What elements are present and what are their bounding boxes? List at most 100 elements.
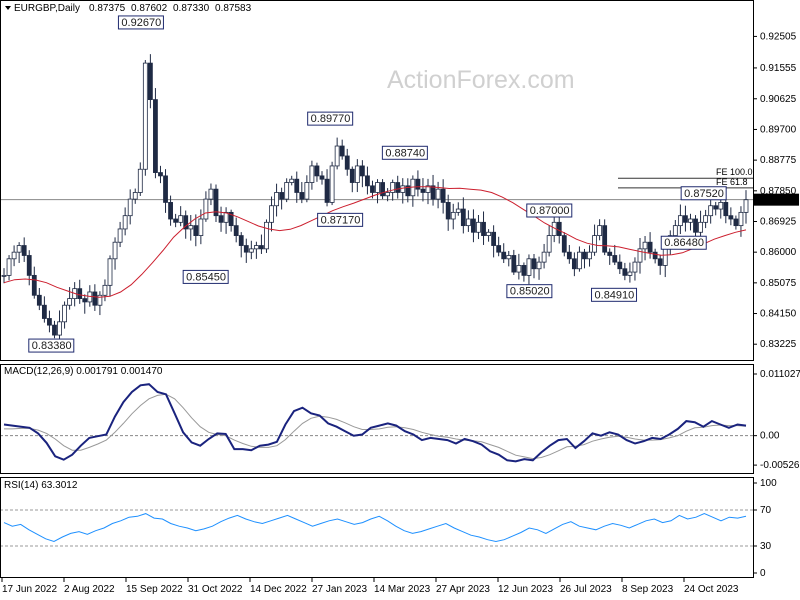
price-candle-body <box>546 235 552 253</box>
price-candle-body <box>203 198 209 220</box>
rsi-panel-frame <box>0 477 754 578</box>
price-candle-body <box>486 231 491 236</box>
price-candle-body <box>132 192 138 200</box>
price-annotation-label: 0.85450 <box>186 271 226 283</box>
price-candle-body <box>238 235 244 246</box>
price-candle-body <box>612 255 618 263</box>
price-candle-body <box>476 221 481 233</box>
price-candle-body <box>385 192 391 197</box>
price-candle-body <box>455 208 461 213</box>
price-candle-body <box>718 202 724 210</box>
date-tick-label: 8 Sep 2023 <box>622 584 674 595</box>
price-candle-body <box>223 211 229 223</box>
macd-tick-label: -0.005267 <box>760 460 800 471</box>
price-candle-body <box>6 258 12 276</box>
price-candle-body <box>531 258 537 270</box>
date-tick-label: 27 Apr 2023 <box>436 584 490 595</box>
price-candle-body <box>117 228 123 243</box>
price-candle-body <box>269 205 274 223</box>
price-candle-body <box>592 235 597 253</box>
chart-title-group: EURGBP,Daily 0.87375 0.87602 0.87330 0.8… <box>5 3 252 14</box>
price-candle-body <box>390 182 396 193</box>
price-candle-body <box>733 218 739 227</box>
price-candle-body <box>622 268 628 276</box>
price-candle-body <box>683 215 688 223</box>
price-candle-body <box>632 261 638 273</box>
price-candle-body <box>698 221 703 233</box>
price-candle-body <box>496 245 502 253</box>
price-candle-body <box>380 182 385 197</box>
price-candle-body <box>445 202 451 220</box>
price-tick-label: 0.89700 <box>760 124 797 135</box>
price-candle-body <box>92 291 98 306</box>
price-candle-body <box>208 188 214 200</box>
price-tick-label: 0.92505 <box>760 31 797 42</box>
price-candle-body <box>289 178 295 183</box>
date-tick-label: 26 Jul 2023 <box>560 584 612 595</box>
price-candle-body <box>617 261 623 270</box>
price-tick-label: 0.91555 <box>760 63 797 74</box>
price-annotation-box <box>182 269 229 284</box>
price-candle-body <box>677 215 683 227</box>
price-candle-body <box>672 225 678 236</box>
current-price-label: 0.87583 <box>757 196 794 207</box>
price-candle-body <box>183 215 189 230</box>
price-candle-body <box>440 188 446 203</box>
price-annotation-label: 0.87170 <box>321 214 361 226</box>
price-candle-body <box>491 231 497 246</box>
price-candle-body <box>299 192 305 200</box>
price-candle-body <box>41 304 47 319</box>
price-candle-body <box>627 271 633 276</box>
price-candle-body <box>703 215 709 223</box>
price-candle-body <box>334 145 340 167</box>
price-annotation-box <box>317 212 364 227</box>
price-candle-body <box>107 258 113 286</box>
price-annotation-box <box>307 111 354 126</box>
date-tick-label: 12 Jun 2023 <box>498 584 553 595</box>
date-tick-label: 24 Oct 2023 <box>684 584 739 595</box>
price-annotation-label: 0.83380 <box>32 340 72 352</box>
price-annotation-label: 0.89770 <box>311 113 351 125</box>
ohlc-high: 0.87602 <box>131 3 168 14</box>
price-candle-body <box>112 241 118 260</box>
price-candle-body <box>582 251 587 260</box>
date-tick-label: 14 Dec 2022 <box>250 584 307 595</box>
price-candle-body <box>521 265 527 276</box>
price-candle-body <box>425 185 431 193</box>
price-candle-body <box>248 248 254 253</box>
price-annotation-box <box>660 235 707 250</box>
macd-tick-label: 0.00 <box>760 431 780 442</box>
price-annotation-label: 0.92670 <box>121 17 161 29</box>
date-tick-label: 2 Aug 2022 <box>64 584 115 595</box>
price-candle-body <box>213 188 219 217</box>
macd-tick-label: 0.011027 <box>760 369 800 380</box>
rsi-label: RSI(14) 63.3012 <box>4 480 78 491</box>
price-candle-body <box>728 215 734 220</box>
price-candle-body <box>415 178 421 190</box>
price-candle-body <box>147 62 153 101</box>
macd-panel <box>0 383 753 463</box>
price-candle-body <box>137 168 143 193</box>
current-price-line: 0.87583 <box>0 193 799 207</box>
rsi-line <box>3 513 747 543</box>
price-candle-body <box>309 165 315 183</box>
price-annotation-label: 0.87000 <box>530 205 570 217</box>
price-candle-body <box>339 145 345 157</box>
price-candle-body <box>738 211 744 227</box>
annotations: 0.92670 0.89770 0.88740 0.87170 0.85450 0.833… <box>28 15 727 353</box>
price-candle-body <box>501 251 507 260</box>
price-candle-body <box>47 318 52 326</box>
price-candle-body <box>652 251 658 260</box>
price-candle-body <box>556 221 562 236</box>
price-candle-body <box>688 218 693 223</box>
price-candle-body <box>173 218 179 223</box>
price-candle-body <box>314 165 320 177</box>
price-candle-body <box>142 62 148 170</box>
price-candle-body <box>637 248 643 263</box>
price-candle-body <box>395 182 401 193</box>
macd-panel-frame <box>0 364 754 474</box>
rsi-tick-label: 0 <box>760 568 766 579</box>
rsi-tick-label: 30 <box>760 541 772 552</box>
price-tick-label: 0.83225 <box>760 339 797 350</box>
